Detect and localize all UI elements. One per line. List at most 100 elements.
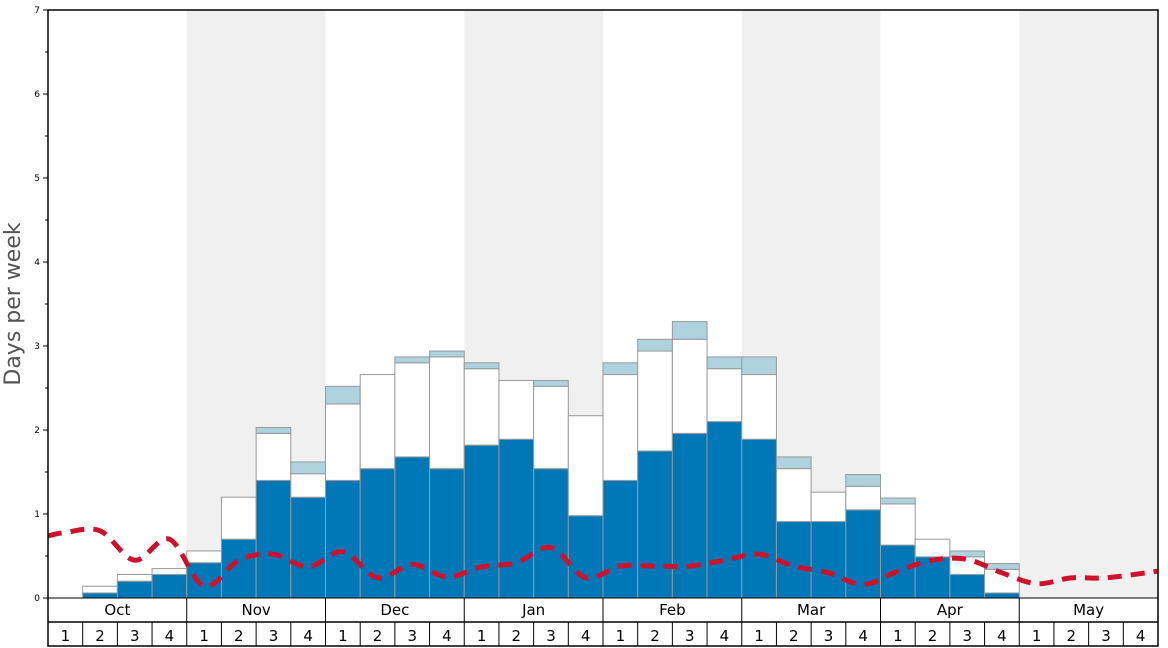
average-dashed-line <box>47 526 1159 589</box>
y-axis-label: Days per week <box>1 222 26 385</box>
week-label: 4 <box>165 627 175 645</box>
month-label: Dec <box>380 601 409 619</box>
bar-segment-middle <box>394 362 431 458</box>
bar-segment-bottom <box>810 521 847 599</box>
week-label: 1 <box>61 627 71 645</box>
bar-segment-top <box>706 356 743 370</box>
bar-segment-bottom <box>429 468 465 599</box>
bar-segment-bottom <box>255 479 292 599</box>
week-label: 4 <box>442 627 452 645</box>
y-tick-label: 3 <box>34 342 40 352</box>
bar-segment-top <box>602 362 639 376</box>
bar-segment-middle <box>463 368 500 446</box>
bar-segment-top <box>775 456 812 470</box>
bar-segment-top <box>394 356 431 364</box>
bar-segment-bottom <box>671 432 708 599</box>
week-label: 4 <box>303 627 313 645</box>
x-axis: Oct 1 2 3 4 Nov 1 2 3 4 Dec 1 2 3 4 Jan 1 2 3 4 Feb 1 2 3 4 Mar 1 2… <box>48 597 1158 646</box>
bar-segment-bottom <box>82 592 118 599</box>
month-label: May <box>1073 601 1104 619</box>
bar-segment-middle <box>533 385 569 470</box>
week-label: 2 <box>928 627 938 645</box>
y-tick-label: 7 <box>34 6 40 16</box>
week-label: 1 <box>893 627 903 645</box>
bar-segment-middle <box>671 338 708 434</box>
bar-segment-middle <box>429 356 465 470</box>
week-label: 2 <box>373 627 383 645</box>
bar-segment-middle <box>741 374 777 440</box>
month-label: Apr <box>937 601 964 619</box>
week-label: 3 <box>546 627 556 645</box>
bar-segment-top <box>637 338 673 352</box>
week-label: 1 <box>199 627 209 645</box>
bar-segment-top <box>741 356 777 376</box>
month-label: Oct <box>104 601 130 619</box>
bar-segment-bottom <box>498 438 535 599</box>
week-label: 3 <box>962 627 972 645</box>
week-label: 2 <box>650 627 660 645</box>
bar-segment-middle <box>810 491 847 523</box>
bar-segment-top <box>880 497 916 505</box>
month-label: Jan <box>521 601 545 619</box>
bar-segment-middle <box>290 473 326 498</box>
bar-segment-middle <box>914 538 951 558</box>
bar-segment-top <box>671 321 708 340</box>
month-shading <box>186 10 1158 598</box>
bar-segment-middle <box>845 485 881 511</box>
bar-segment-bottom <box>567 515 604 599</box>
bar-segment-middle <box>637 350 673 452</box>
week-label: 1 <box>616 627 626 645</box>
bar-segment-top <box>463 362 500 370</box>
bar-segment-bottom <box>637 450 673 599</box>
bar-segment-top <box>845 474 881 487</box>
week-label: 4 <box>1136 627 1146 645</box>
bar-segment-middle <box>220 496 257 540</box>
week-label: 1 <box>754 627 764 645</box>
week-label: 4 <box>858 627 868 645</box>
bar-segment-bottom <box>325 479 361 599</box>
week-label: 3 <box>407 627 417 645</box>
bar-segment-top <box>533 379 569 387</box>
bar-segment-top <box>984 563 1020 570</box>
week-label: 2 <box>234 627 244 645</box>
bar-segment-middle <box>116 573 153 582</box>
week-label: 4 <box>720 627 730 645</box>
bar-segment-bottom <box>706 421 743 599</box>
bar-segment-middle <box>775 468 812 523</box>
bar-segment-middle <box>706 368 743 423</box>
bar-segment-middle <box>359 374 396 470</box>
bar-segment-middle <box>255 432 292 481</box>
bar-segment-bottom <box>394 456 431 599</box>
bar-segment-middle <box>602 374 639 481</box>
y-axis: 0 1 2 3 4 5 6 7 <box>34 6 48 604</box>
bar-segment-bottom <box>463 444 500 599</box>
week-label: 1 <box>477 627 487 645</box>
month-shade <box>1019 10 1158 598</box>
bar-segment-bottom <box>949 573 986 599</box>
week-label: 4 <box>581 627 591 645</box>
bar-segment-middle <box>880 503 916 546</box>
week-label: 2 <box>1067 627 1077 645</box>
bar-segment-bottom <box>116 580 153 599</box>
bar-segment-bottom <box>533 468 569 599</box>
plot-frame <box>47 9 1159 647</box>
y-tick-label: 1 <box>34 510 40 520</box>
bar-segment-bottom <box>984 592 1020 599</box>
bar-segment-middle <box>498 379 535 440</box>
bar-segment-top <box>429 350 465 358</box>
bar-segment-bottom <box>151 573 188 599</box>
y-tick-label: 5 <box>34 174 40 184</box>
bar-segment-top <box>325 385 361 405</box>
week-label: 3 <box>824 627 834 645</box>
average-line-layer <box>47 526 1159 589</box>
y-tick-label: 6 <box>34 90 40 100</box>
bar-segment-middle <box>325 403 361 481</box>
month-label: Mar <box>797 601 826 619</box>
bar-segment-middle <box>151 568 188 575</box>
week-label: 3 <box>269 627 279 645</box>
y-tick-label: 0 <box>34 594 40 604</box>
bar-segment-bottom <box>290 496 326 599</box>
week-label: 2 <box>512 627 522 645</box>
bar-segment-bottom <box>602 479 639 599</box>
week-label: 3 <box>685 627 695 645</box>
